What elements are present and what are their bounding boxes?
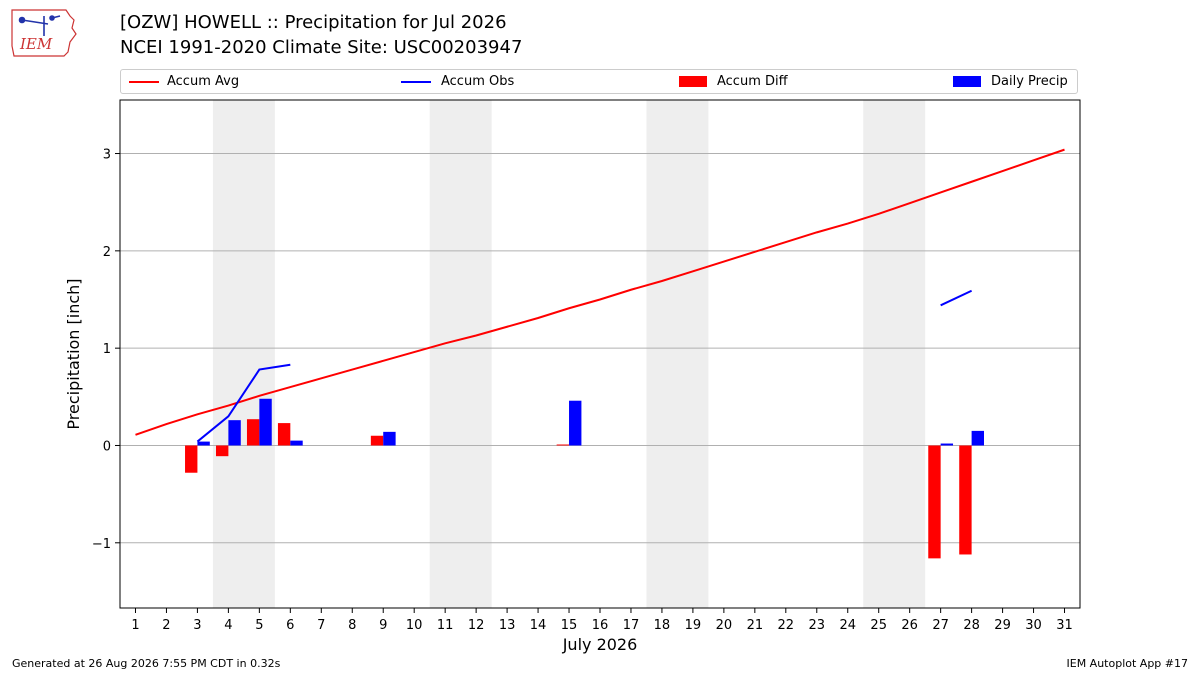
x-tick-label: 2 <box>162 618 170 633</box>
x-tick-label: 17 <box>623 618 640 633</box>
accum-diff-bar-6 <box>277 423 291 446</box>
x-tick-label: 30 <box>1025 618 1042 633</box>
y-tick-label: 2 <box>103 245 111 260</box>
legend-swatch-daily-precip <box>953 76 981 87</box>
y-tick-label: −1 <box>92 537 111 552</box>
x-axis-ticks: 1 2 3 4 5 6 7 8 9 10 11 12 13 14 15 16 17 18 19 20 21 22 23 24 2… <box>131 608 1073 633</box>
x-tick-label: 14 <box>530 618 547 633</box>
accum-diff-bar-28 <box>959 445 972 555</box>
x-tick-label: 8 <box>348 618 356 633</box>
legend-swatch-accum-avg <box>129 81 159 83</box>
x-tick-label: 16 <box>592 618 609 633</box>
x-tick-label: 4 <box>224 618 232 633</box>
y-axis-label: Precipitation [inch] <box>64 278 83 429</box>
weekend-shading <box>212 100 926 608</box>
legend-label-accum-avg: Accum Avg <box>167 74 240 89</box>
accum-avg-line-1 <box>135 148 1065 436</box>
chart-subtitle: NCEI 1991-2020 Climate Site: USC00203947 <box>120 37 523 58</box>
weekend-band-2 <box>429 100 492 608</box>
legend-label-accum-obs: Accum Obs <box>441 74 515 89</box>
x-tick-label: 25 <box>870 618 887 633</box>
accum-diff-bar-4 <box>216 445 229 457</box>
daily-precip-bar-3 <box>197 441 210 446</box>
x-tick-label: 20 <box>716 618 733 633</box>
x-tick-label: 9 <box>379 618 387 633</box>
daily-precip-bar-9 <box>383 431 396 446</box>
weather-station-icon <box>18 15 61 36</box>
x-tick-label: 10 <box>406 618 423 633</box>
x-tick-label: 27 <box>932 618 949 633</box>
x-tick-label: 12 <box>468 618 485 633</box>
x-tick-label: 3 <box>193 618 201 633</box>
y-tick-label: 0 <box>103 439 111 454</box>
weekend-band-3 <box>646 100 709 608</box>
accum-diff-bar-15 <box>556 444 570 446</box>
chart-title: [OZW] HOWELL :: Precipitation for Jul 20… <box>120 12 507 33</box>
x-tick-label: 5 <box>255 618 263 633</box>
x-tick-label: 29 <box>994 618 1011 633</box>
accum-diff-bar-9 <box>370 435 384 446</box>
line-series <box>135 148 1065 443</box>
x-tick-label: 15 <box>561 618 578 633</box>
footer-app-text: IEM Autoplot App #17 <box>1066 657 1189 670</box>
iowa-state-outline-icon <box>11 9 77 57</box>
x-tick-label: 6 <box>286 618 294 633</box>
legend-swatch-accum-obs <box>401 81 431 83</box>
y-axis-ticks: −1 0 1 2 3 <box>92 148 120 552</box>
x-tick-label: 22 <box>778 618 795 633</box>
daily-precip-bar-6 <box>290 440 303 446</box>
daily-precip-bar-15 <box>569 400 582 446</box>
weekend-band-1 <box>212 100 275 608</box>
x-tick-label: 23 <box>809 618 826 633</box>
x-tick-label: 31 <box>1056 618 1073 633</box>
x-tick-label: 19 <box>685 618 702 633</box>
accum-obs-line-2 <box>940 289 973 307</box>
daily-precip-bar-5 <box>259 398 272 446</box>
daily-precip-bar-28 <box>971 430 984 446</box>
footer-generated-text: Generated at 26 Aug 2026 7:55 PM CDT in … <box>12 657 281 670</box>
x-tick-label: 26 <box>901 618 918 633</box>
y-tick-label: 3 <box>103 148 111 163</box>
bar-series <box>185 398 984 559</box>
accum-diff-bar-5 <box>246 419 260 446</box>
x-tick-label: 21 <box>747 618 764 633</box>
x-tick-label: 24 <box>839 618 856 633</box>
weekend-band-4 <box>863 100 926 608</box>
legend-swatch-accum-diff <box>679 76 707 87</box>
accum-obs-line-1 <box>196 363 291 443</box>
legend-label-accum-diff: Accum Diff <box>717 74 788 89</box>
chart-legend: Accum Avg Accum Obs Accum Diff Daily Pre… <box>120 69 1078 94</box>
iem-logo: IEM <box>11 9 77 57</box>
daily-precip-bar-4 <box>228 420 241 446</box>
x-tick-label: 28 <box>963 618 980 633</box>
x-axis-label: July 2026 <box>562 635 638 654</box>
x-tick-label: 7 <box>317 618 325 633</box>
legend-label-daily-precip: Daily Precip <box>991 74 1068 89</box>
y-tick-label: 1 <box>103 342 111 357</box>
x-tick-label: 13 <box>499 618 516 633</box>
x-tick-label: 11 <box>437 618 454 633</box>
x-tick-label: 1 <box>131 618 139 633</box>
accum-diff-bar-3 <box>185 445 198 473</box>
daily-precip-bar-27 <box>940 443 954 446</box>
logo-text: IEM <box>19 35 53 53</box>
accum-diff-bar-27 <box>928 445 941 559</box>
x-tick-label: 18 <box>654 618 671 633</box>
